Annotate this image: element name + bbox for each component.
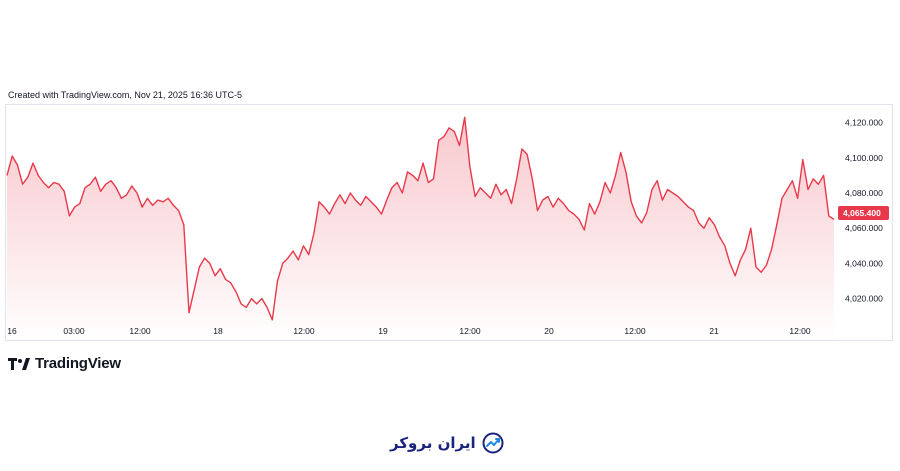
footer-logo-text: ایران بروکر <box>390 434 476 452</box>
x-tick-label: 20 <box>544 326 554 336</box>
x-tick-label: 12:00 <box>293 326 315 336</box>
x-tick-label: 12:00 <box>129 326 151 336</box>
brand-name: TradingView <box>35 355 121 372</box>
footer-logo: ایران بروکر <box>390 432 504 454</box>
tradingview-logo-icon <box>8 357 30 370</box>
x-tick-label: 12:00 <box>789 326 811 336</box>
y-tick-label: 4,020.000 <box>845 294 883 304</box>
x-tick-label: 21 <box>709 326 719 336</box>
chart-panel[interactable] <box>5 104 893 341</box>
last-price-tag <box>838 206 889 220</box>
x-tick-label: 19 <box>378 326 388 336</box>
x-tick-label: 16 <box>7 326 17 336</box>
last-price-label: 4,065.400 <box>843 208 881 218</box>
x-tick-label: 12:00 <box>459 326 481 336</box>
x-tick-label: 12:00 <box>624 326 646 336</box>
y-tick-label: 4,060.000 <box>845 223 883 233</box>
price-line <box>6 116 835 321</box>
tradingview-brand[interactable]: TradingView <box>8 355 121 372</box>
y-tick-label: 4,040.000 <box>845 258 883 268</box>
x-tick-label: 03:00 <box>63 326 85 336</box>
y-tick-label: 4,100.000 <box>845 153 883 163</box>
price-area-fill <box>7 117 834 340</box>
trend-chart-icon <box>482 432 504 454</box>
chart-caption: Created with TradingView.com, Nov 21, 20… <box>8 90 242 100</box>
y-tick-label: 4,080.000 <box>845 188 883 198</box>
x-tick-label: 18 <box>213 326 223 336</box>
y-tick-label: 4,120.000 <box>845 118 883 128</box>
